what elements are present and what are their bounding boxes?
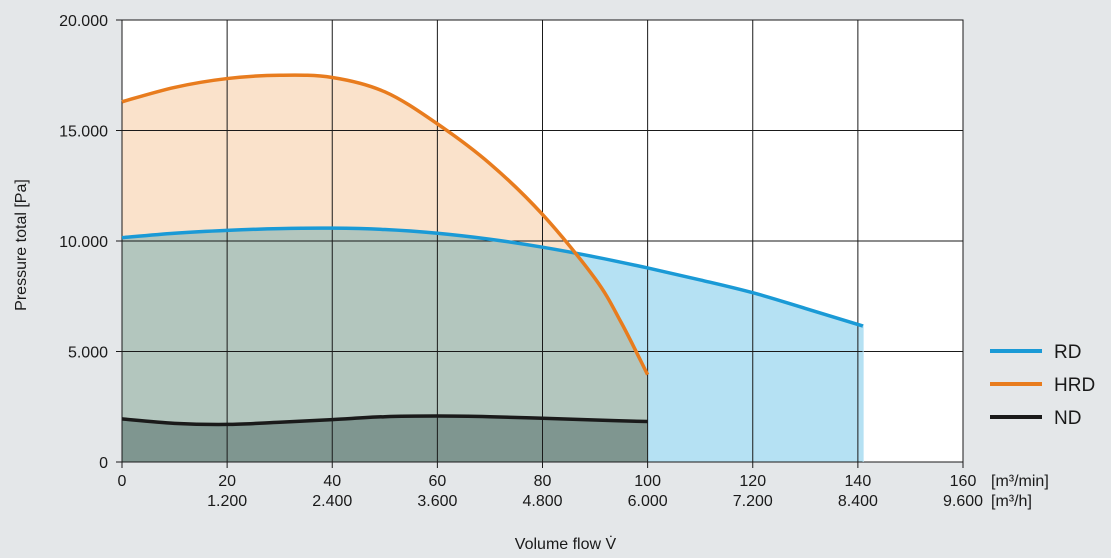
x-tick-label: 120 xyxy=(739,473,766,490)
x-tick-label: 80 xyxy=(534,473,552,490)
x-tick-sublabel: 3.600 xyxy=(417,493,457,510)
legend-label-nd: ND xyxy=(1054,408,1081,429)
x-tick-sublabel: 6.000 xyxy=(628,493,668,510)
x-tick-label: 40 xyxy=(323,473,341,490)
y-tick-label: 15.000 xyxy=(59,124,108,141)
x-tick-label: 20 xyxy=(218,473,236,490)
x-axis-unit-primary: [m³/min] xyxy=(991,473,1049,490)
x-axis-label: Volume flow V̇ xyxy=(515,535,617,553)
y-tick-label: 20.000 xyxy=(59,13,108,30)
series-fills xyxy=(122,75,864,462)
series-lines xyxy=(121,73,864,462)
x-tick-sublabel: 2.400 xyxy=(312,493,352,510)
legend-label-hrd: HRD xyxy=(1054,375,1095,396)
x-tick-sublabel: 8.400 xyxy=(838,493,878,510)
x-tick-sublabel: 4.800 xyxy=(522,493,562,510)
legend: RD HRD ND xyxy=(990,342,1095,429)
y-axis-label: Pressure total [Pa] xyxy=(13,179,30,311)
y-tick-label: 5.000 xyxy=(68,345,108,362)
overlap-area-fill xyxy=(122,228,648,462)
x-tick-label: 100 xyxy=(634,473,661,490)
x-tick-sublabel: 9.600 xyxy=(943,493,983,510)
x-tick-label: 140 xyxy=(845,473,872,490)
legend-label-rd: RD xyxy=(1054,342,1081,363)
nd-series-line xyxy=(121,414,648,427)
x-tick-label: 160 xyxy=(950,473,977,490)
x-axis-ticks: 0 20 1.200 40 2.400 60 3.600 80 4.800 100 6.000 120… xyxy=(118,473,984,510)
y-tick-label: 10.000 xyxy=(59,234,108,251)
x-tick-label: 60 xyxy=(428,473,446,490)
hrd-series-line xyxy=(121,73,650,376)
x-tick-label: 0 xyxy=(118,473,127,490)
nd-area-fill xyxy=(122,416,648,462)
y-tick-label: 0 xyxy=(99,455,108,472)
x-tick-sublabel: 1.200 xyxy=(207,493,247,510)
grid-lines xyxy=(116,19,964,468)
y-axis-ticks: 0 5.000 10.000 15.000 20.000 xyxy=(59,13,108,472)
rd-series-line xyxy=(121,226,864,328)
x-tick-sublabel: 7.200 xyxy=(733,493,773,510)
x-axis-unit-secondary: [m³/h] xyxy=(991,493,1032,510)
